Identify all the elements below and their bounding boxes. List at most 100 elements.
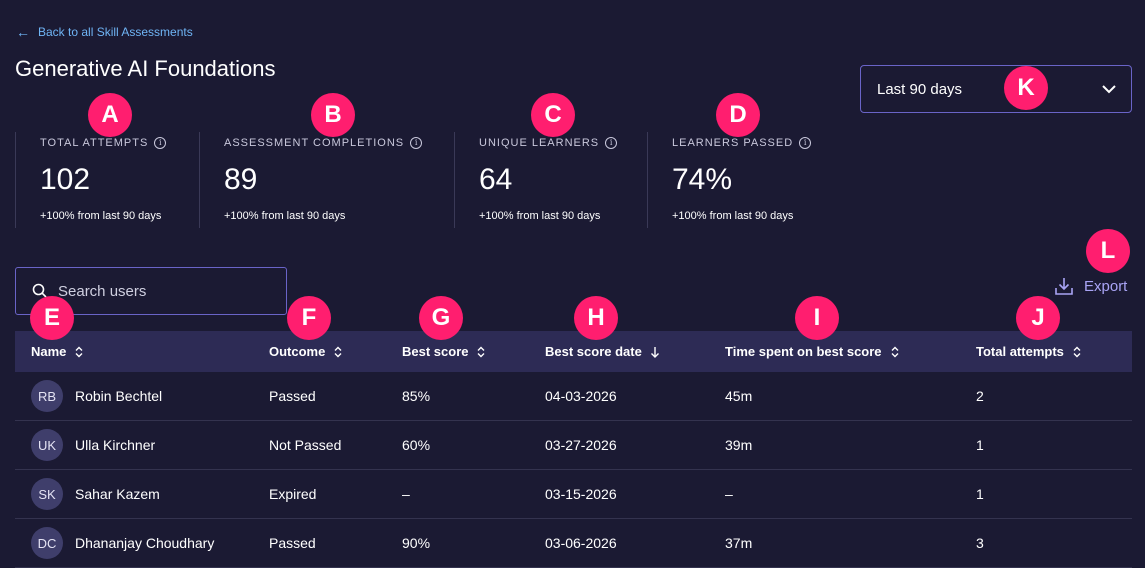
time-spent-cell: 39m bbox=[725, 437, 753, 453]
table-row[interactable]: RB Robin Bechtel Passed 85% 04-03-2026 4… bbox=[15, 372, 1132, 421]
users-table: Name Outcome Best score Best score date … bbox=[15, 331, 1132, 568]
stat-change: +100% from last 90 days bbox=[40, 210, 162, 222]
total-attempts-cell: 1 bbox=[976, 486, 984, 502]
best-score-cell: 85% bbox=[402, 388, 431, 404]
outcome-cell: Passed bbox=[269, 535, 316, 551]
sort-icon bbox=[1073, 346, 1081, 357]
best-score-cell: 60% bbox=[402, 437, 431, 453]
annotation-badge-a: A bbox=[88, 93, 132, 137]
annotation-badge-b: B bbox=[311, 93, 355, 137]
stat-label: UNIQUE LEARNERS bbox=[479, 137, 600, 149]
total-attempts-cell: 2 bbox=[976, 388, 984, 404]
stat-learners-passed: LEARNERS PASSED i 74% +100% from last 90 … bbox=[647, 132, 847, 228]
info-icon[interactable]: i bbox=[799, 137, 812, 149]
stat-total-attempts: TOTAL ATTEMPTS i 102 +100% from last 90 d… bbox=[15, 132, 199, 228]
column-header-best-score-date[interactable]: Best score date bbox=[545, 344, 725, 359]
back-link[interactable]: ← Back to all Skill Assessments bbox=[16, 25, 193, 39]
download-icon bbox=[1055, 278, 1073, 295]
stat-value: 89 bbox=[224, 163, 258, 196]
stat-value: 102 bbox=[40, 163, 91, 196]
total-attempts-cell: 3 bbox=[976, 535, 984, 551]
time-spent-cell: 37m bbox=[725, 535, 753, 551]
user-name: Sahar Kazem bbox=[75, 486, 160, 502]
column-header-label: Outcome bbox=[269, 344, 326, 359]
name-cell: RB Robin Bechtel bbox=[15, 380, 269, 412]
annotation-badge-d: D bbox=[716, 93, 760, 137]
annotation-badge-h: H bbox=[574, 296, 618, 340]
info-icon[interactable]: i bbox=[605, 137, 618, 149]
outcome-cell: Expired bbox=[269, 486, 317, 502]
avatar: RB bbox=[31, 380, 63, 412]
avatar: SK bbox=[31, 478, 63, 510]
name-cell: DC Dhananjay Choudhary bbox=[15, 527, 269, 559]
sort-icon bbox=[891, 346, 899, 357]
column-header-outcome[interactable]: Outcome bbox=[269, 344, 402, 359]
annotation-badge-l: L bbox=[1086, 229, 1130, 273]
column-header-total-attempts[interactable]: Total attempts bbox=[976, 344, 1126, 359]
avatar: UK bbox=[31, 429, 63, 461]
stat-change: +100% from last 90 days bbox=[224, 210, 346, 222]
back-link-label: Back to all Skill Assessments bbox=[38, 25, 193, 39]
stat-change: +100% from last 90 days bbox=[672, 210, 794, 222]
outcome-cell: Not Passed bbox=[269, 437, 342, 453]
column-header-label: Total attempts bbox=[976, 344, 1064, 359]
annotation-badge-g: G bbox=[419, 296, 463, 340]
user-name: Robin Bechtel bbox=[75, 388, 163, 404]
name-cell: UK Ulla Kirchner bbox=[15, 429, 269, 461]
sort-icon bbox=[334, 346, 342, 357]
annotation-badge-j: J bbox=[1016, 296, 1060, 340]
chevron-down-icon bbox=[1102, 85, 1116, 94]
time-spent-cell: – bbox=[725, 486, 733, 502]
stat-value: 74% bbox=[672, 163, 733, 196]
info-icon[interactable]: i bbox=[410, 137, 423, 149]
sort-icon bbox=[75, 346, 83, 357]
table-row[interactable]: DC Dhananjay Choudhary Passed 90% 03-06-… bbox=[15, 519, 1132, 568]
stat-label: TOTAL ATTEMPTS bbox=[40, 137, 149, 149]
avatar: DC bbox=[31, 527, 63, 559]
annotation-badge-c: C bbox=[531, 93, 575, 137]
search-input[interactable] bbox=[58, 282, 278, 300]
best-score-cell: – bbox=[402, 486, 410, 502]
date-range-select[interactable]: Last 90 days bbox=[860, 65, 1132, 113]
table-row[interactable]: UK Ulla Kirchner Not Passed 60% 03-27-20… bbox=[15, 421, 1132, 470]
stat-value: 64 bbox=[479, 163, 513, 196]
table-header: Name Outcome Best score Best score date … bbox=[15, 331, 1132, 372]
best-score-date-cell: 03-27-2026 bbox=[545, 437, 617, 453]
column-header-time-spent[interactable]: Time spent on best score bbox=[725, 344, 976, 359]
best-score-cell: 90% bbox=[402, 535, 431, 551]
sort-descending-icon bbox=[650, 346, 659, 358]
stat-label: ASSESSMENT COMPLETIONS bbox=[224, 137, 405, 149]
best-score-date-cell: 04-03-2026 bbox=[545, 388, 617, 404]
stat-label: LEARNERS PASSED bbox=[672, 137, 794, 149]
outcome-cell: Passed bbox=[269, 388, 316, 404]
export-label: Export bbox=[1084, 277, 1128, 295]
table-row[interactable]: SK Sahar Kazem Expired – 03-15-2026 – 1 bbox=[15, 470, 1132, 519]
column-header-label: Time spent on best score bbox=[725, 344, 882, 359]
column-header-best-score[interactable]: Best score bbox=[402, 344, 545, 359]
search-box[interactable] bbox=[15, 267, 287, 315]
annotation-badge-k: K bbox=[1004, 66, 1048, 110]
column-header-label: Name bbox=[31, 344, 67, 359]
arrow-left-icon: ← bbox=[16, 24, 30, 40]
stat-change: +100% from last 90 days bbox=[479, 210, 601, 222]
page-title: Generative AI Foundations bbox=[15, 56, 276, 81]
annotation-badge-f: F bbox=[287, 296, 331, 340]
total-attempts-cell: 1 bbox=[976, 437, 984, 453]
export-button[interactable]: Export bbox=[1054, 276, 1127, 296]
column-header-label: Best score bbox=[402, 344, 469, 359]
column-header-name[interactable]: Name bbox=[15, 344, 269, 359]
user-name: Ulla Kirchner bbox=[75, 437, 156, 453]
time-spent-cell: 45m bbox=[725, 388, 753, 404]
best-score-date-cell: 03-06-2026 bbox=[545, 535, 617, 551]
sort-icon bbox=[477, 346, 485, 357]
annotation-badge-i: I bbox=[795, 296, 839, 340]
stats-row: TOTAL ATTEMPTS i 102 +100% from last 90 d… bbox=[15, 132, 847, 228]
user-name: Dhananjay Choudhary bbox=[75, 535, 215, 551]
date-range-value: Last 90 days bbox=[877, 80, 963, 98]
best-score-date-cell: 03-15-2026 bbox=[545, 486, 617, 502]
info-icon[interactable]: i bbox=[154, 137, 167, 149]
column-header-label: Best score date bbox=[545, 344, 642, 359]
stat-assessment-completions: ASSESSMENT COMPLETIONS i 89 +100% from la… bbox=[199, 132, 454, 228]
annotation-badge-e: E bbox=[30, 296, 74, 340]
stat-unique-learners: UNIQUE LEARNERS i 64 +100% from last 90 d… bbox=[454, 132, 647, 228]
